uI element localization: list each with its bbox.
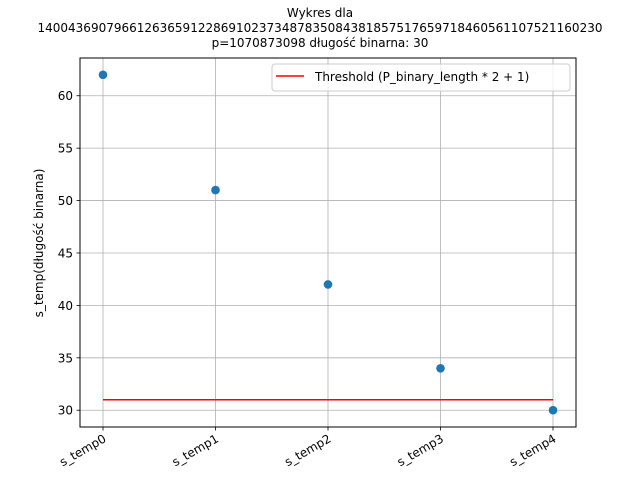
- chart-title: Wykres dla 14004369079661263659122869102…: [38, 6, 603, 50]
- y-tick-label: 30: [58, 404, 73, 418]
- y-tick-label: 45: [58, 246, 73, 260]
- data-point: [436, 363, 445, 373]
- data-point: [548, 405, 558, 415]
- data-point: [98, 70, 108, 80]
- data-point: [323, 280, 333, 289]
- title-line-3: p=1070873098 długość binarna: 30: [212, 36, 429, 50]
- y-axis: 30 35 40 45 50 55 60: [58, 89, 80, 418]
- y-axis-label: s_temp(długość binarna): [32, 169, 46, 318]
- title-line-2: 1400436907966126365912286910237348783508…: [38, 21, 603, 35]
- y-tick-label: 55: [58, 142, 73, 156]
- legend-label-threshold: Threshold (P_binary_length * 2 + 1): [314, 70, 529, 84]
- y-tick-label: 60: [58, 89, 73, 103]
- data-point: [211, 185, 220, 195]
- y-tick-label: 35: [58, 351, 73, 365]
- legend-box: [271, 63, 571, 92]
- title-line-1: Wykres dla: [287, 6, 353, 20]
- y-tick-label: 40: [58, 299, 73, 313]
- data-points: [98, 70, 558, 415]
- y-tick-label: 50: [58, 194, 73, 208]
- grid-lines: [80, 58, 576, 427]
- legend: Threshold (P_binary_length * 2 + 1): [271, 63, 571, 92]
